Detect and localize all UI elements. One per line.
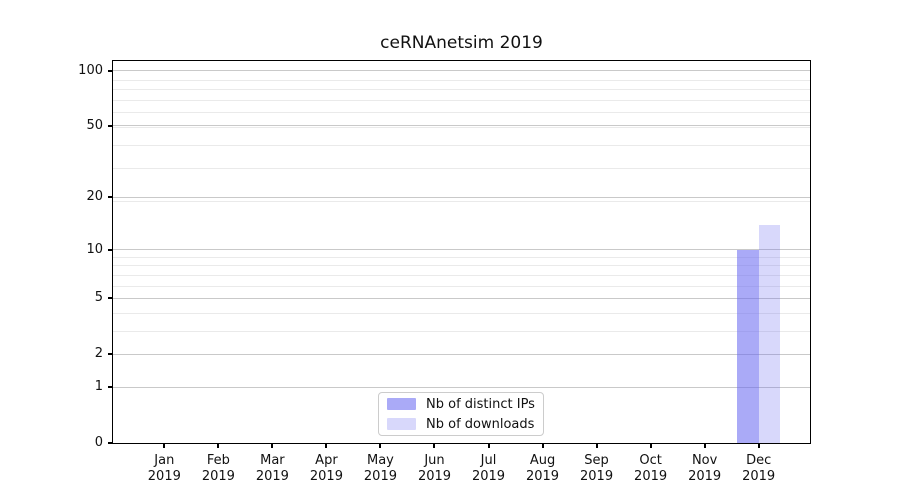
legend: Nb of distinct IPs Nb of downloads [378, 392, 544, 436]
x-tick [217, 444, 220, 448]
x-tick-year: 2019 [742, 469, 776, 484]
x-tick-month: Jul [480, 453, 497, 468]
y-gridline-major [113, 70, 810, 72]
x-tick [541, 444, 544, 448]
y-tick-label: 10 [86, 241, 103, 257]
x-tick-label: May 2019 [352, 453, 408, 485]
y-tick [108, 196, 113, 199]
x-tick [271, 444, 274, 448]
x-tick-label: Dec 2019 [731, 453, 787, 485]
x-tick-year: 2019 [255, 469, 289, 484]
y-tick [108, 69, 113, 72]
x-tick [649, 444, 652, 448]
chart-title: ceRNAnetsim 2019 [380, 33, 543, 53]
x-tick-year: 2019 [147, 469, 181, 484]
legend-swatch [387, 418, 416, 430]
x-tick-label: Nov 2019 [677, 453, 733, 485]
y-tick [108, 248, 113, 251]
x-tick-month: Dec [746, 453, 772, 468]
y-gridline-minor [113, 126, 810, 128]
x-tick [325, 444, 328, 448]
x-tick-label: Mar 2019 [244, 453, 300, 485]
y-gridline-major [113, 353, 810, 355]
y-tick-label: 2 [94, 346, 103, 362]
x-tick-month: Feb [206, 453, 230, 468]
legend-item-downloads: Nb of downloads [387, 416, 543, 433]
y-gridline-minor [113, 330, 810, 332]
y-gridline-minor [113, 112, 810, 114]
y-gridline-minor [113, 99, 810, 101]
x-tick-label: Feb 2019 [190, 453, 246, 485]
y-gridline-major [113, 386, 810, 388]
x-tick-year: 2019 [634, 469, 668, 484]
legend-swatch [387, 398, 416, 410]
x-tick-label: Jan 2019 [136, 453, 192, 485]
y-gridline-major [113, 297, 810, 299]
x-tick [703, 444, 706, 448]
y-gridline-minor [113, 285, 810, 287]
x-tick-month: Oct [639, 453, 662, 468]
y-tick-label: 1 [94, 379, 103, 395]
y-gridline-minor [113, 168, 810, 170]
x-tick-month: Jun [424, 453, 445, 468]
y-gridline-minor [113, 89, 810, 91]
x-tick [757, 444, 760, 448]
x-tick-month: Sep [584, 453, 609, 468]
y-tick-label: 100 [78, 62, 103, 78]
y-gridline-minor [113, 79, 810, 81]
bar-distinct-ips [737, 249, 759, 443]
x-tick-year: 2019 [309, 469, 343, 484]
x-tick [433, 444, 436, 448]
x-tick-month: Mar [260, 453, 285, 468]
x-tick-label: Jul 2019 [461, 453, 517, 485]
x-tick-label: Apr 2019 [298, 453, 354, 485]
x-tick-label: Aug 2019 [515, 453, 571, 485]
x-tick [487, 444, 490, 448]
y-gridline-major [113, 196, 810, 198]
y-gridline-minor [113, 144, 810, 146]
y-tick [108, 353, 113, 356]
y-tick [108, 386, 113, 389]
y-tick [108, 297, 113, 300]
y-tick [108, 442, 113, 444]
x-tick [163, 444, 166, 448]
x-tick-year: 2019 [417, 469, 452, 484]
x-tick [595, 444, 598, 448]
x-tick-year: 2019 [580, 469, 614, 484]
x-tick-month: Nov [691, 453, 718, 468]
y-gridline-minor [113, 200, 810, 202]
y-tick [108, 124, 113, 127]
x-tick-year: 2019 [688, 469, 722, 484]
x-tick-year: 2019 [525, 469, 560, 484]
x-tick-month: Aug [529, 453, 556, 468]
x-tick-label: Jun 2019 [406, 453, 462, 485]
y-gridline-minor [113, 274, 810, 276]
x-tick-month: Jan [154, 453, 175, 468]
x-tick-year: 2019 [201, 469, 235, 484]
x-tick-label: Sep 2019 [569, 453, 625, 485]
x-tick [379, 444, 382, 448]
y-gridline-major [113, 125, 810, 127]
x-tick-year: 2019 [363, 469, 397, 484]
y-gridline-minor [113, 312, 810, 314]
x-tick-month: Apr [315, 453, 338, 468]
x-tick-year: 2019 [471, 469, 506, 484]
legend-label: Nb of downloads [426, 416, 535, 432]
y-gridline-minor [113, 265, 810, 267]
y-gridline-minor [113, 256, 810, 258]
y-tick-label: 5 [94, 290, 103, 306]
plot-area: 0 1 2 5 10 20 50 100 Jan 2019 Feb 2019 Mar 2019 Apr 201… [78, 60, 811, 484]
legend-label: Nb of distinct IPs [426, 396, 535, 412]
y-tick-label: 50 [86, 117, 103, 133]
bar-downloads [758, 224, 781, 443]
y-tick-label: 0 [94, 435, 103, 450]
x-tick-month: May [367, 453, 394, 468]
y-gridline-major [113, 249, 810, 251]
x-tick-label: Oct 2019 [623, 453, 679, 485]
legend-item-distinct-ips: Nb of distinct IPs [387, 396, 543, 413]
y-tick-label: 20 [86, 189, 103, 205]
